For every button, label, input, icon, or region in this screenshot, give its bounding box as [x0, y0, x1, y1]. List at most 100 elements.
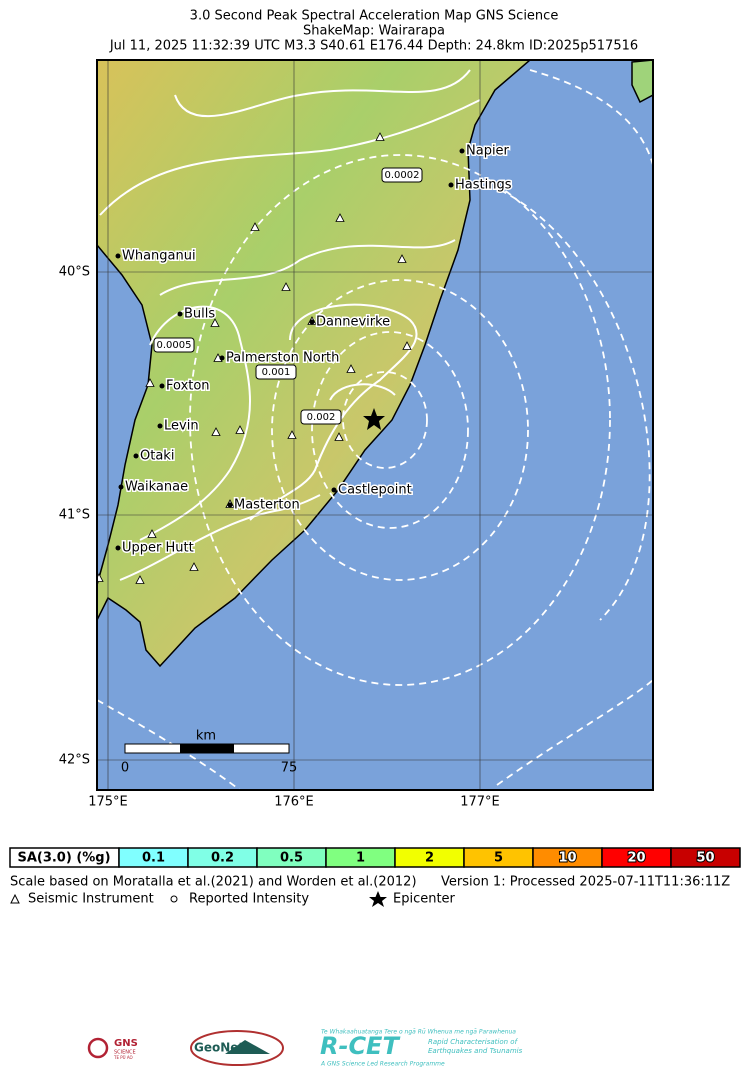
symbol-label: Seismic Instrument	[28, 892, 154, 907]
city-label: Upper Hutt	[122, 541, 194, 556]
city-label: Napier	[466, 144, 510, 159]
logo-text: TE PŪ AO	[113, 1055, 133, 1060]
city-dot	[448, 182, 454, 188]
station	[281, 282, 291, 291]
symbol-label: Reported Intensity	[189, 892, 309, 907]
lat-label: 40°S	[59, 265, 90, 280]
title-line: 3.0 Second Peak Spectral Acceleration Ma…	[190, 9, 559, 24]
logo-text: Earthquakes and Tsunamis	[428, 1047, 523, 1055]
station	[210, 318, 220, 327]
scale-start: 0	[121, 761, 129, 776]
legend-bin-label: 20	[627, 851, 645, 866]
city-dot	[177, 311, 183, 317]
city-label: Dannevirke	[316, 315, 390, 330]
legend-bin-label: 50	[696, 851, 714, 866]
city-label: Bulls	[184, 307, 215, 322]
station	[397, 254, 407, 263]
cities: Napier Hastings Whanganui Bulls Dannevirke Pa…	[115, 142, 513, 557]
scale-end: 75	[281, 761, 298, 776]
city-dot	[219, 355, 225, 361]
city-dot	[133, 453, 139, 459]
city-label: Foxton	[166, 379, 210, 394]
title: 3.0 Second Peak Spectral Acceleration Ma…	[109, 9, 638, 54]
lat-label: 42°S	[59, 753, 90, 768]
symbol-legend: Seismic Instrument Reported Intensity Ep…	[10, 891, 456, 907]
city-dot	[157, 423, 163, 429]
city-dot	[227, 502, 233, 508]
city-dot	[115, 545, 121, 551]
station	[135, 575, 145, 584]
contour-label-box	[153, 337, 195, 353]
station	[147, 529, 157, 538]
station	[145, 378, 155, 387]
contour-label-box	[255, 364, 297, 380]
legend-bar: SA(3.0) (%g) 0.1 0.2 0.5 1 2 5 10 20 50	[9, 847, 741, 868]
logo-gns: GNS SCIENCE TE PŪ AO	[87, 1037, 138, 1060]
symbol-label: Epicenter	[393, 892, 456, 907]
logo-text: GNS	[114, 1038, 138, 1049]
station	[235, 425, 245, 434]
lon-label: 175°E	[88, 795, 128, 810]
logo-text: GeoNet	[194, 1041, 244, 1055]
epicenter	[363, 408, 385, 430]
station	[402, 341, 412, 350]
station	[346, 364, 356, 373]
lat-label: 41°S	[59, 508, 90, 523]
logo-text: Te Whakaahuatanga Tere o ngā Rū Whenua m…	[321, 1029, 516, 1036]
scale-unit: km	[196, 729, 216, 744]
city-dot	[309, 319, 315, 325]
legend-bin-label: 1	[356, 851, 365, 866]
contours	[99, 69, 481, 581]
contour-label: 0.0002	[385, 170, 420, 181]
city-label: Waikanae	[125, 480, 188, 495]
contour-label: 0.002	[307, 412, 336, 423]
city-label: Levin	[164, 419, 199, 434]
contour-label-box	[381, 167, 423, 183]
title-line: Jul 11, 2025 11:32:39 UTC M3.3 S40.61 E1…	[109, 39, 638, 54]
station	[287, 430, 297, 439]
land	[97, 60, 532, 668]
station	[189, 562, 199, 571]
legend-bin	[670, 847, 741, 868]
logo-geonet: GeoNet	[190, 1030, 284, 1066]
logo-text: SCIENCE	[114, 1050, 136, 1056]
logo-text: Rapid Characterisation of	[428, 1038, 519, 1046]
legend-bin-label: 2	[425, 851, 434, 866]
legend-bin-label: 0.5	[280, 851, 303, 866]
city-dot	[118, 484, 124, 490]
legend-title: SA(3.0) (%g)	[17, 851, 110, 866]
map: Napier Hastings Whanganui Bulls Dannevirke Pa…	[97, 60, 653, 790]
city-dot	[331, 487, 337, 493]
station	[335, 213, 345, 222]
city-dot	[115, 253, 121, 259]
city-label: Otaki	[140, 449, 174, 464]
map-frame	[96, 59, 654, 791]
scale-note: Scale based on Moratalla et al.(2021) an…	[10, 875, 417, 890]
logo-text: A GNS Science Led Research Programme	[320, 1061, 445, 1068]
city-label: Masterton	[234, 498, 300, 513]
station	[375, 132, 385, 141]
contour-label: 0.001	[262, 367, 291, 378]
legend-bin-label: 5	[494, 851, 503, 866]
legend-bin-label: 0.1	[142, 851, 165, 866]
city-label: Hastings	[455, 178, 512, 193]
city-label: Whanganui	[122, 249, 196, 264]
logo-text: R-CET	[320, 1032, 400, 1060]
legend-bin-label: 10	[558, 851, 576, 866]
city-label: Castlepoint	[338, 483, 412, 498]
axis-labels: 40°S 41°S 42°S 175°E 176°E 177°E	[59, 265, 500, 810]
logo-rcet: Te Whakaahuatanga Tere o ngā Rū Whenua m…	[320, 1029, 523, 1068]
title-line: ShakeMap: Wairarapa	[303, 24, 445, 39]
lon-label: 176°E	[274, 795, 314, 810]
contour-label-box	[300, 409, 342, 425]
station	[334, 432, 344, 441]
station	[250, 222, 260, 231]
contour-label: 0.0005	[157, 340, 192, 351]
lon-label: 177°E	[460, 795, 500, 810]
version: Version 1: Processed 2025-07-11T11:36:11…	[441, 875, 730, 890]
city-dot	[459, 148, 465, 154]
legend-bin-label: 0.2	[211, 851, 234, 866]
city-dot	[159, 383, 165, 389]
contour-labels: 0.0002 0.0005 0.001 0.002	[153, 167, 423, 425]
